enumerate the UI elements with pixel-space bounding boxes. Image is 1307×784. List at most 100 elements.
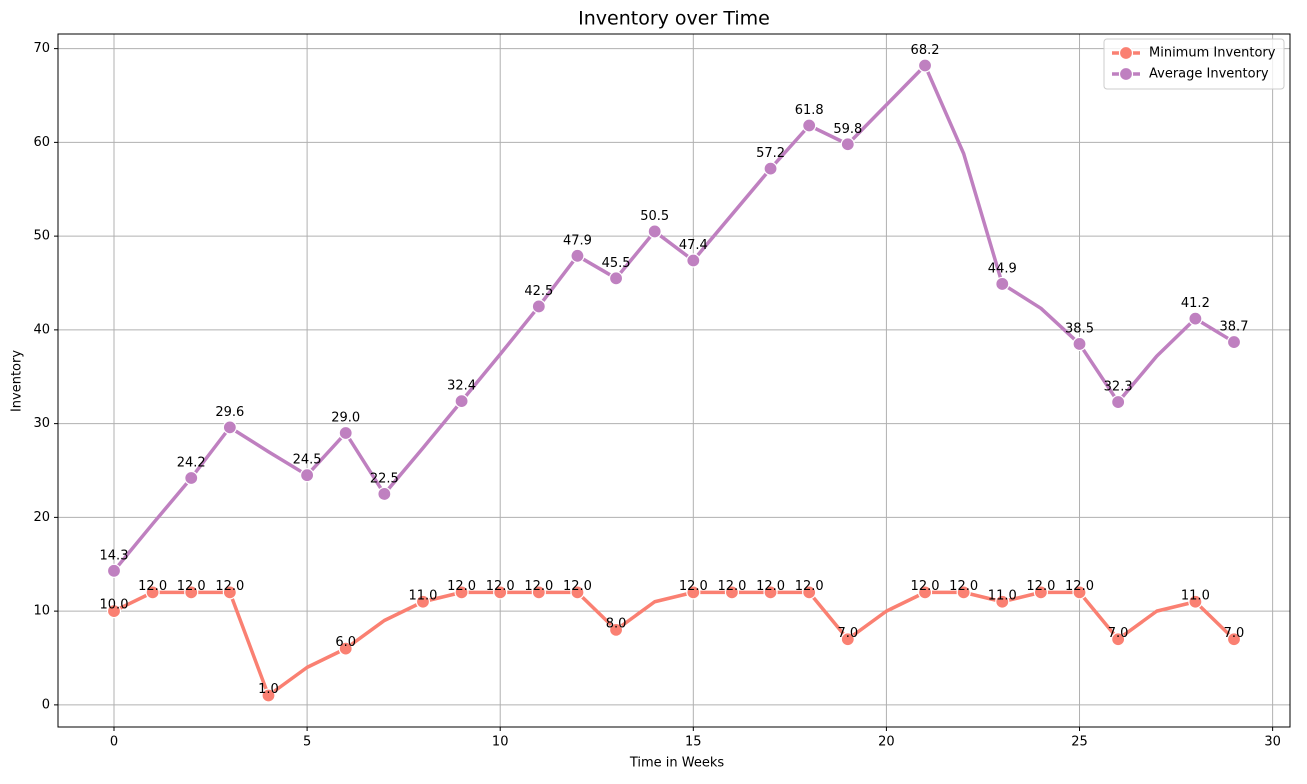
data-point [686,253,701,268]
data-label: 12.0 [486,579,515,594]
legend-marker [1118,45,1134,61]
data-label: 22.5 [370,471,399,486]
data-point [1072,585,1087,600]
data-label: 57.2 [756,146,785,161]
data-point [300,468,315,483]
data-point [338,425,353,441]
y-tick-label: 40 [33,322,50,337]
data-label: 32.4 [447,379,476,394]
data-point [531,299,546,314]
data-label: 12.0 [795,579,824,594]
x-tick-label: 25 [1071,735,1088,750]
data-label: 11.0 [408,588,437,603]
data-label: 7.0 [1224,626,1245,641]
y-tick-label: 70 [33,41,50,56]
data-point [1111,394,1126,410]
data-label: 11.0 [1181,588,1210,603]
data-label: 38.7 [1220,320,1249,335]
y-tick-label: 30 [33,416,50,431]
data-point [261,688,276,703]
data-label: 45.5 [602,256,631,271]
x-tick-label: 10 [492,735,509,750]
x-tick-label: 30 [1264,735,1281,750]
chart-title: Inventory over Time [578,8,770,30]
data-point [1188,311,1203,326]
data-point [995,276,1010,292]
data-point [1226,334,1242,350]
data-point [145,585,160,600]
data-label: 12.0 [524,579,553,594]
data-label: 29.0 [331,411,360,426]
x-axis-label: Time in Weeks [629,756,725,771]
data-point [106,604,122,619]
data-label: 12.0 [138,579,167,594]
data-label: 29.6 [215,405,244,420]
data-label: 1.0 [258,682,279,697]
data-label: 12.0 [1026,579,1055,594]
data-point [454,394,469,409]
legend: Minimum Inventory Average Inventory [1103,38,1285,90]
data-label: 7.0 [837,626,858,641]
data-point [840,137,855,152]
data-point [917,585,933,600]
data-point [222,420,237,435]
data-label: 42.5 [524,284,553,299]
data-point [724,585,740,600]
data-label: 12.0 [717,579,746,594]
data-point [917,58,933,73]
data-point [493,585,508,600]
data-point [1072,336,1087,352]
data-label: 12.0 [215,579,244,594]
data-point [222,585,237,600]
legend-label: Average Inventory [1149,67,1269,82]
data-label: 12.0 [911,579,940,594]
data-point [763,585,778,600]
data-label: 12.0 [177,579,206,594]
data-point [956,585,971,600]
y-tick-label: 10 [33,604,50,619]
data-label: 12.0 [447,579,476,594]
legend-marker [1118,66,1134,82]
y-axis-label: Inventory [10,350,25,412]
data-label: 47.9 [563,233,592,248]
data-label: 6.0 [335,635,356,650]
data-label: 10.0 [100,598,129,613]
y-tick-label: 60 [33,135,50,150]
data-point [1188,594,1203,609]
data-point [570,585,585,600]
x-tick-label: 20 [878,735,895,750]
data-label: 14.3 [100,548,129,563]
y-tick-label: 20 [33,510,50,525]
data-label: 47.4 [679,238,708,253]
data-point [184,585,199,600]
data-point [1226,632,1242,647]
data-label: 44.9 [988,261,1017,276]
y-tick-label: 0 [42,697,50,712]
data-point [686,585,701,600]
data-label: 24.2 [177,456,206,471]
data-point [531,585,546,600]
data-point [608,271,624,286]
data-point [1033,585,1048,600]
data-label: 50.5 [640,209,669,224]
data-point [415,594,431,609]
data-label: 38.5 [1065,321,1094,336]
y-tick-label: 50 [33,229,50,244]
data-label: 41.2 [1181,296,1210,311]
data-label: 12.0 [949,579,978,594]
data-label: 7.0 [1108,626,1129,641]
x-tick-label: 15 [685,735,702,750]
data-label: 8.0 [606,616,627,631]
data-point [840,632,855,647]
series-line [112,63,1235,572]
data-label: 12.0 [563,579,592,594]
data-point [570,248,585,263]
x-tick-label: 5 [303,735,311,750]
data-point [763,161,778,176]
legend-frame [1103,38,1285,90]
data-label: 24.5 [293,453,322,468]
data-point [184,470,199,486]
data-label: 12.0 [679,579,708,594]
legend-label: Minimum Inventory [1149,46,1276,61]
